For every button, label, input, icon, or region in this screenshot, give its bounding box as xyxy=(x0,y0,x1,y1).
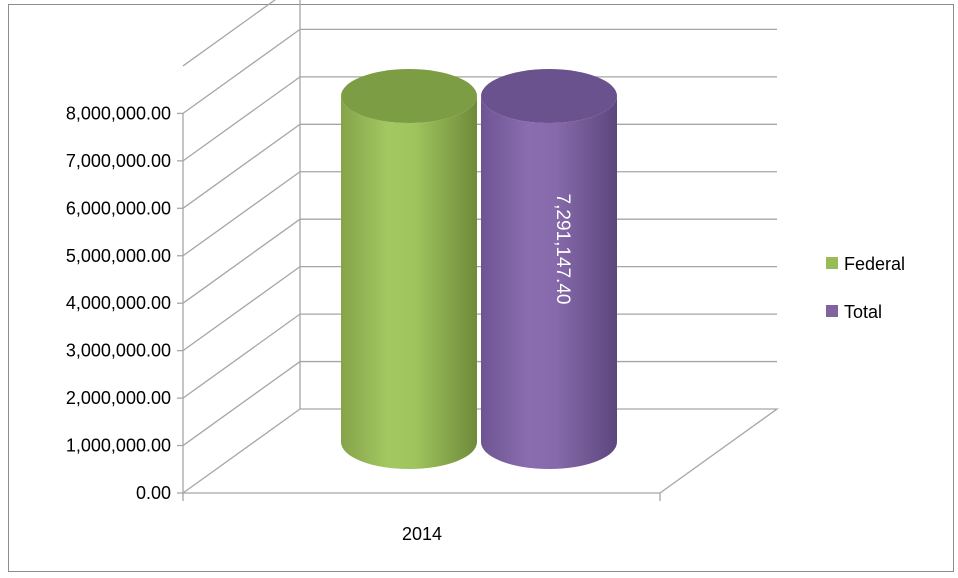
y-tick-label: 4,000,000.00 xyxy=(66,293,171,313)
bar-body xyxy=(341,96,477,469)
bar-total xyxy=(481,69,617,469)
legend: Federal Total xyxy=(826,254,905,322)
legend-swatch-total xyxy=(826,305,838,317)
y-tick-label: 1,000,000.00 xyxy=(66,436,171,456)
y-tick-label: 2,000,000.00 xyxy=(66,388,171,408)
gridline xyxy=(182,171,777,257)
x-tick-label: 2014 xyxy=(402,524,442,544)
legend-swatch-federal xyxy=(826,257,838,269)
y-tick-label: 6,000,000.00 xyxy=(66,198,171,218)
gridline xyxy=(182,265,777,352)
gridline xyxy=(182,123,777,209)
y-tick-label: 5,000,000.00 xyxy=(66,246,171,266)
y-tick-label: 7,000,000.00 xyxy=(66,151,171,171)
y-tick-label: 8,000,000.00 xyxy=(66,103,171,123)
gridline xyxy=(182,313,777,399)
gridline xyxy=(182,0,276,67)
bar-body xyxy=(481,96,617,469)
data-label: 7,291,147.40 xyxy=(552,194,573,305)
legend-label-total: Total xyxy=(844,302,882,322)
gridline xyxy=(182,76,777,162)
bar-top xyxy=(481,69,617,124)
gridline xyxy=(182,28,777,114)
y-tick-label: 0.00 xyxy=(136,483,171,503)
gridline xyxy=(182,218,777,304)
gridline xyxy=(182,360,777,447)
bar-top xyxy=(341,69,477,124)
bar-federal xyxy=(341,69,477,469)
legend-label-federal: Federal xyxy=(844,254,905,274)
floor xyxy=(182,408,780,494)
y-tick-label: 3,000,000.00 xyxy=(66,341,171,361)
